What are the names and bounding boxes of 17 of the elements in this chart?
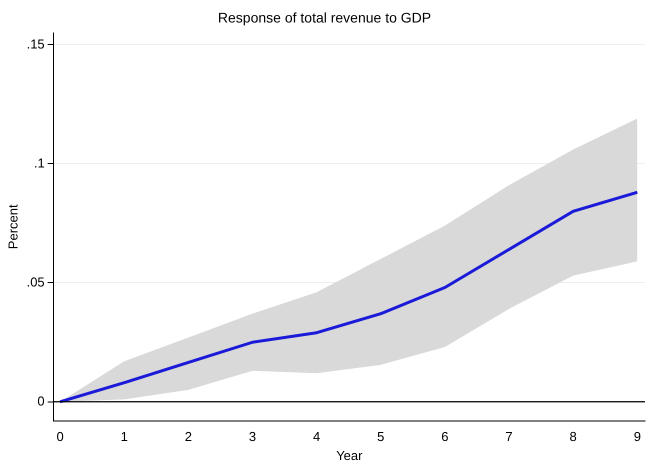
- y-tick-label: .1: [34, 155, 45, 170]
- x-tick-label: 1: [120, 429, 128, 444]
- y-tick-label: .05: [26, 274, 45, 290]
- x-tick-label: 0: [56, 429, 64, 444]
- y-axis-title: Percent: [5, 204, 20, 250]
- x-tick-label: 2: [184, 429, 192, 444]
- y-tick-label: .15: [26, 36, 45, 52]
- x-tick-label: 3: [248, 429, 256, 444]
- x-axis-title: Year: [336, 448, 364, 463]
- y-tick-label: 0: [37, 393, 45, 408]
- x-tick-label: 8: [570, 429, 577, 444]
- x-tick-label: 7: [505, 429, 513, 444]
- x-tick-label: 6: [441, 429, 449, 444]
- x-tick-label: 4: [313, 429, 320, 444]
- x-tick-label: 5: [377, 429, 384, 444]
- x-tick-label: 9: [634, 429, 641, 444]
- chart-title: Response of total revenue to GDP: [218, 9, 432, 26]
